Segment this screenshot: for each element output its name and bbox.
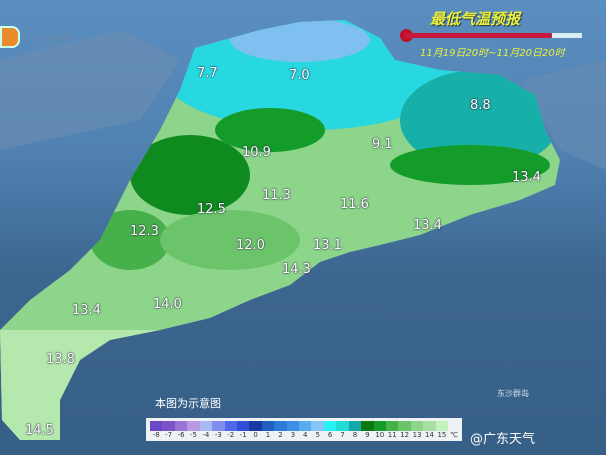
legend-swatch: 8 xyxy=(348,421,362,439)
temperature-label: 13.4 xyxy=(72,303,101,318)
legend-value: 8 xyxy=(352,431,358,439)
legend-swatch: 2 xyxy=(274,421,287,439)
legend-swatch: 1 xyxy=(261,421,275,439)
legend-swatch: 3 xyxy=(286,421,300,439)
legend-swatch: 4 xyxy=(299,421,312,439)
legend-swatch: 15 xyxy=(435,421,449,439)
logo-text: 广东天气 xyxy=(22,34,75,49)
legend-value: 10 xyxy=(375,431,385,439)
legend-swatch: -5 xyxy=(187,421,200,439)
legend-value: -8 xyxy=(152,431,160,439)
color-legend: -8 -7 -6 -5 -4 -3 -2 -1 0 1 2 3 4 5 6 7 8 9 10 11 12 13 14 15 ℃ xyxy=(146,418,462,441)
legend-swatch: 13 xyxy=(410,421,424,439)
legend-value: -1 xyxy=(239,431,247,439)
legend-swatch: 14 xyxy=(423,421,436,439)
temperature-label: 13.8 xyxy=(46,352,75,367)
temperature-label: 14.3 xyxy=(282,262,311,277)
temperature-label: 7.0 xyxy=(289,68,310,83)
legend-value: -6 xyxy=(177,431,185,439)
forecast-period: 11月19日20时~11月20日20时 xyxy=(420,48,565,59)
legend-swatch: -7 xyxy=(162,421,175,439)
legend-swatch: -1 xyxy=(236,421,250,439)
legend-value: 15 xyxy=(437,431,447,439)
legend-value: 12 xyxy=(400,431,410,439)
watermark: @广东天气 xyxy=(470,432,536,447)
temperature-label: 12.5 xyxy=(197,202,226,217)
legend-swatch: 0 xyxy=(249,421,262,439)
legend-value: 6 xyxy=(327,431,333,439)
title-bar-end xyxy=(552,33,582,38)
legend-swatch: -4 xyxy=(199,421,213,439)
disclaimer-note: 本图为示意图 xyxy=(155,397,221,410)
legend-value: 2 xyxy=(278,431,283,439)
temperature-label: 14.5 xyxy=(25,423,54,438)
legend-value: 5 xyxy=(315,431,320,439)
legend-swatch: -3 xyxy=(212,421,225,439)
legend-swatch: 12 xyxy=(398,421,411,439)
temperature-label: 13.1 xyxy=(313,238,342,253)
temperature-label: 13.4 xyxy=(512,170,541,185)
legend-swatch: 6 xyxy=(323,421,337,439)
island-label: 东沙群岛 xyxy=(497,389,529,398)
legend-value: 1 xyxy=(265,431,271,439)
legend-value: -4 xyxy=(202,431,210,439)
legend-swatch: -6 xyxy=(174,421,188,439)
legend-value: -5 xyxy=(189,431,197,439)
legend-unit: ℃ xyxy=(450,431,458,439)
legend-swatch: 5 xyxy=(311,421,324,439)
legend-value: 4 xyxy=(303,431,308,439)
legend-value: 3 xyxy=(290,431,296,439)
temperature-label: 13.4 xyxy=(413,218,442,233)
legend-swatch: -8 xyxy=(150,421,163,439)
temperature-label: 9.1 xyxy=(372,137,393,152)
temperature-label: 10.9 xyxy=(242,145,271,160)
legend-swatch: 9 xyxy=(361,421,374,439)
legend-value: 14 xyxy=(425,431,434,439)
legend-value: 11 xyxy=(387,431,397,439)
temperature-label: 12.3 xyxy=(130,224,159,239)
temperature-label: 14.0 xyxy=(153,297,182,312)
legend-swatch: 11 xyxy=(386,421,399,439)
temperature-label: 11.6 xyxy=(340,197,369,212)
legend-swatch: 7 xyxy=(336,421,349,439)
legend-value: 9 xyxy=(365,431,370,439)
legend-value: 7 xyxy=(340,431,345,439)
legend-value: -3 xyxy=(214,431,222,439)
legend-value: 0 xyxy=(253,431,258,439)
legend-swatch: -2 xyxy=(224,421,237,439)
temperature-label: 11.3 xyxy=(262,188,291,203)
map-title: 最低气温预报 xyxy=(430,10,521,28)
legend-swatch: 10 xyxy=(373,421,387,439)
legend-value: -2 xyxy=(227,431,235,439)
legend-value: 13 xyxy=(412,431,422,439)
logo-icon xyxy=(0,26,20,48)
legend-value: -7 xyxy=(165,431,173,439)
temperature-label: 7.7 xyxy=(197,66,218,81)
title-bar xyxy=(404,33,552,38)
temperature-label: 12.0 xyxy=(236,238,265,253)
temperature-label: 8.8 xyxy=(470,98,491,113)
